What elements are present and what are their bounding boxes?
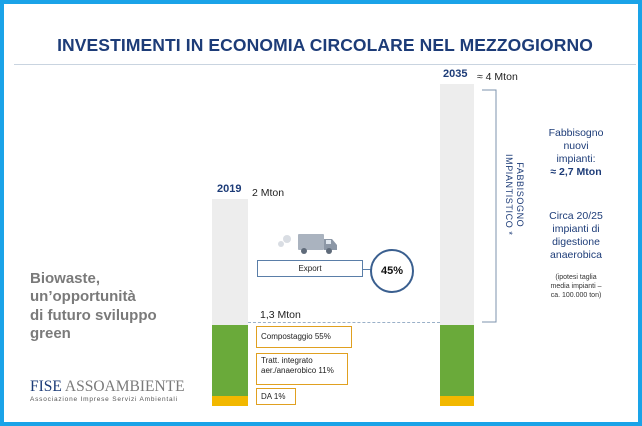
bar-2035-year: 2035	[443, 68, 468, 80]
need-value: ≈ 2,7 Mton	[550, 166, 602, 179]
export-percentage-circle: 45%	[370, 249, 414, 293]
da-label-box: DA 1%	[256, 388, 296, 405]
title-divider	[14, 64, 636, 65]
da-name: DA	[261, 392, 272, 401]
need-vertical-line-1: FABBISOGNO	[515, 162, 525, 228]
bar-2019-segment-da	[212, 396, 248, 406]
need-line-2: nuovi	[563, 140, 589, 153]
truck-icon	[278, 234, 337, 254]
tagline-line-2: un’opportunità	[30, 288, 136, 306]
logo-brand-right: ASSOAMBIENTE	[64, 378, 185, 395]
bar-2019-treated-label: 1,3 Mton	[260, 309, 301, 321]
compostaggio-pct: 55%	[314, 332, 331, 341]
note-line-3: ca. 100.000 ton)	[550, 291, 602, 299]
plants-line-3: digestione	[552, 236, 600, 249]
tratt-label-box: Tratt. integrato aer./anaerobico 11%	[256, 353, 348, 385]
plants-line-4: anaerobica	[550, 249, 602, 262]
export-connector	[363, 269, 372, 270]
tagline-line-4: green	[30, 324, 71, 342]
bar-2019-segment-compostaggio	[212, 325, 248, 384]
logo-subtitle: Associazione Imprese Servizi Ambientali	[30, 396, 178, 403]
plants-note: (ipotesi taglia media impianti – ca. 100…	[534, 274, 618, 300]
need-bracket	[482, 89, 497, 323]
slide-title: INVESTIMENTI IN ECONOMIA CIRCOLARE NEL M…	[57, 35, 593, 55]
compostaggio-label-box: Compostaggio 55%	[256, 326, 352, 348]
export-box: Export	[257, 260, 363, 277]
fise-assoambiente-logo: FISE ASSOAMBIENTE Associazione Imprese S…	[30, 378, 185, 403]
bar-2035-segment-da	[440, 396, 474, 406]
tagline: Biowaste, un’opportunità di futuro svilu…	[30, 270, 157, 343]
da-pct: 1%	[273, 392, 286, 401]
need-vertical-line-2: IMPIANTISTICO *	[504, 154, 515, 236]
plants-annotation: Circa 20/25 impianti di digestione anaer…	[534, 210, 618, 263]
need-line-1: Fabbisogno	[548, 127, 604, 139]
tagline-line-3: di futuro sviluppo	[30, 306, 157, 324]
bar-2035-total-label: ≈ 4 Mton	[477, 71, 518, 83]
logo-brand-left: FISE	[30, 378, 62, 395]
plants-line-1: Circa 20/25	[549, 210, 603, 222]
compostaggio-name: Compostaggio	[261, 332, 313, 341]
need-annotation: Fabbisogno nuovi impianti: ≈ 2,7 Mton	[534, 127, 618, 180]
bar-2019-total-label: 2 Mton	[252, 187, 285, 199]
tratt-pct: 11%	[318, 366, 334, 375]
tagline-line-1: Biowaste,	[30, 270, 101, 287]
treated-guide-line	[248, 322, 440, 323]
bar-2035-segment-treated	[440, 325, 474, 396]
note-line-2: media impianti –	[550, 282, 602, 290]
note-line-1: (ipotesi taglia	[555, 274, 597, 281]
bar-2019-segment-tratt	[212, 384, 248, 396]
need-vertical-label: FABBISOGNO IMPIANTISTICO *	[503, 154, 525, 236]
plants-line-2: impianti di	[552, 223, 600, 236]
tratt-name: Tratt. integrato aer./anaerobico	[261, 356, 317, 375]
bar-2019-year: 2019	[217, 183, 242, 195]
need-line-3: impianti:	[556, 153, 596, 166]
